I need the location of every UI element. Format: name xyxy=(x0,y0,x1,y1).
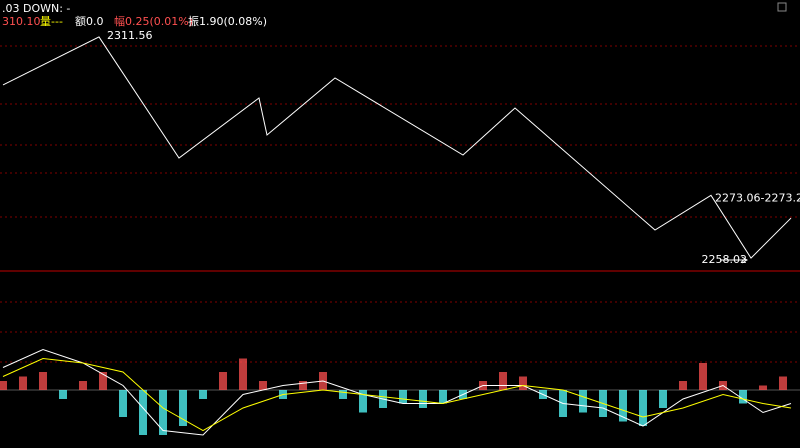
macd-bar xyxy=(59,390,67,399)
macd-bar xyxy=(79,381,87,390)
macd-bar xyxy=(739,390,747,404)
macd-bar xyxy=(399,390,407,404)
volume: 量--- xyxy=(40,15,63,28)
zigzag-line xyxy=(2,36,792,259)
change: 幅0.25(0.01%) xyxy=(114,15,193,28)
macd-bar xyxy=(39,372,47,390)
macd-bar xyxy=(779,376,787,390)
price: 310.10 xyxy=(2,15,41,28)
grid xyxy=(0,45,800,363)
macd-bar xyxy=(439,390,447,404)
macd-bar xyxy=(99,372,107,390)
macd-bar xyxy=(199,390,207,399)
amplitude: 振1.90(0.08%) xyxy=(188,14,267,28)
macd-bar xyxy=(139,390,147,435)
annotation: 2258.02 xyxy=(702,253,748,266)
code: .03 DOWN: - xyxy=(2,2,70,15)
macd-bar xyxy=(519,376,527,390)
macd-bar xyxy=(239,358,247,390)
macd-bar xyxy=(299,381,307,390)
macd-bar xyxy=(219,372,227,390)
macd-bar xyxy=(499,372,507,390)
macd-bar xyxy=(579,390,587,413)
macd-bar xyxy=(259,381,267,390)
window-icon[interactable] xyxy=(777,2,787,12)
macd-bar xyxy=(419,390,427,408)
macd-bar xyxy=(19,376,27,390)
macd-bar xyxy=(759,385,767,390)
macd-bar xyxy=(659,390,667,408)
macd-bar xyxy=(679,381,687,390)
macd-bar xyxy=(639,390,647,426)
macd-bar xyxy=(179,390,187,426)
macd-line xyxy=(2,357,792,432)
arrow-head xyxy=(741,256,748,264)
amount: 额0.0 xyxy=(75,15,104,28)
macd-bar xyxy=(0,381,7,390)
annotation: 2311.56 xyxy=(107,29,153,42)
annotation: 2273.06-2273.22 xyxy=(715,191,800,204)
macd-bar xyxy=(359,390,367,413)
macd-bar xyxy=(699,363,707,390)
macd-bar xyxy=(119,390,127,417)
macd-bar xyxy=(159,390,167,435)
macd-bar xyxy=(339,390,347,399)
macd-bar xyxy=(619,390,627,422)
macd-line xyxy=(2,348,792,436)
